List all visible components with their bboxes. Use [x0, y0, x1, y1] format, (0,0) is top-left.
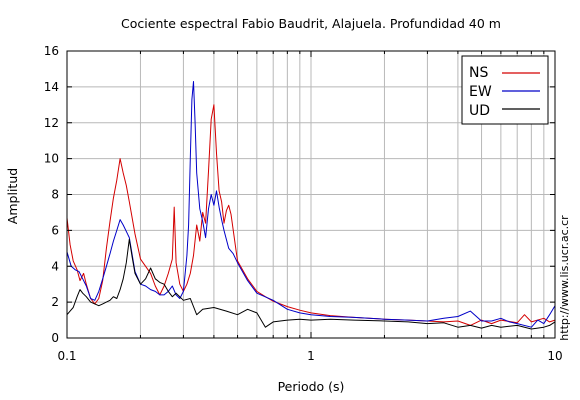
y-tick-label: 12: [44, 116, 59, 130]
legend-label-ns: NS: [469, 65, 488, 81]
series-line-ud: [66, 238, 556, 330]
y-axis-label: Amplitud: [5, 168, 20, 224]
y-tick-label: 14: [44, 80, 59, 94]
grid-lines: [67, 51, 555, 338]
x-axis-label: Periodo (s): [278, 379, 345, 394]
y-tick-label: 10: [44, 152, 59, 166]
x-tick-label: 0.1: [57, 349, 76, 363]
y-tick-label: 4: [51, 259, 59, 273]
series-line-ew: [66, 81, 556, 328]
y-tick-label: 0: [51, 331, 59, 345]
legend-label-ud: UD: [469, 103, 490, 119]
legend: NS EW UD: [461, 55, 549, 125]
x-tick-label: 10: [547, 349, 562, 363]
y-tick-label: 8: [51, 188, 59, 202]
legend-label-ew: EW: [469, 84, 492, 100]
y-tick-label: 16: [44, 44, 59, 58]
y-tick-label: 2: [51, 295, 59, 309]
series-lines: [66, 81, 556, 330]
axis-ticks: 0 2 4 6 8 10 12 14 16 0.1 1 10: [44, 44, 563, 363]
chart-title: Cociente espectral Fabio Baudrit, Alajue…: [121, 16, 501, 31]
legend-box: [461, 55, 549, 125]
y-tick-label: 6: [51, 223, 59, 237]
x-tick-label: 1: [307, 349, 315, 363]
source-url-label: http://www.lis.ucr.ac.cr: [558, 215, 571, 341]
